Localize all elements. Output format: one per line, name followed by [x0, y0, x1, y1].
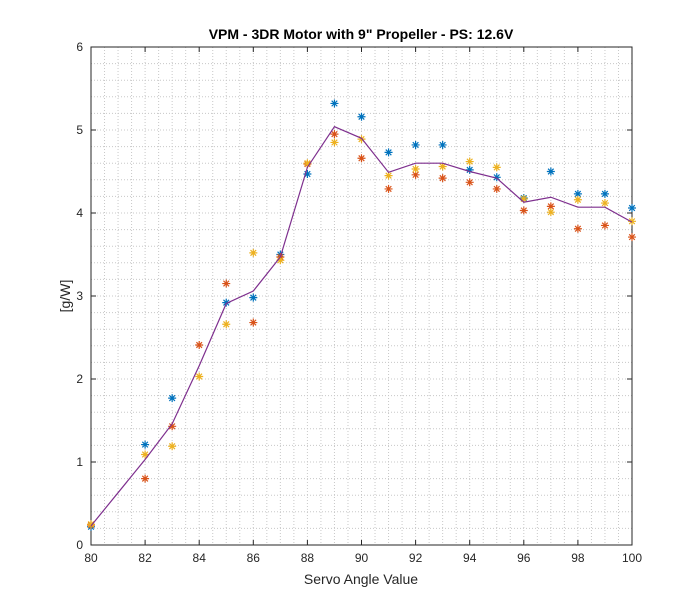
series-1-point: [330, 99, 339, 108]
x-tick-label: 90: [355, 551, 369, 565]
series-3-point: [303, 159, 312, 168]
series-3-point: [168, 442, 177, 451]
y-axis-label: [g/W]: [57, 280, 73, 313]
series-2-point: [573, 224, 582, 233]
x-tick-label: 98: [571, 551, 585, 565]
series-2-point: [357, 154, 366, 163]
data-series: [87, 99, 636, 531]
x-tick-label: 100: [622, 551, 642, 565]
series-3-point: [492, 163, 501, 172]
series-1-point: [357, 112, 366, 121]
series-3-point: [330, 138, 339, 147]
series-2-point: [141, 474, 150, 483]
x-tick-label: 88: [301, 551, 315, 565]
x-tick-label: 86: [247, 551, 261, 565]
y-tick-label: 2: [76, 372, 83, 386]
series-2-point: [168, 422, 177, 431]
series-1-point: [492, 173, 501, 182]
series-2-point: [492, 184, 501, 193]
series-1-point: [465, 165, 474, 174]
y-ticks: 0 1 2 3 4 5 6: [76, 40, 632, 552]
series-1-point: [438, 140, 447, 149]
x-ticks: 80 82 84 86 88 90 92 94 96 98 100: [84, 47, 642, 565]
series-3-point: [222, 320, 231, 329]
series-1-point: [546, 167, 555, 176]
series-1-point: [628, 204, 636, 213]
y-tick-label: 3: [76, 289, 83, 303]
x-tick-label: 96: [517, 551, 531, 565]
series-line: [90, 125, 633, 527]
series-2-point: [628, 233, 636, 242]
series-3-point: [519, 194, 528, 203]
series-1-point: [222, 298, 231, 307]
series-2-point: [384, 184, 393, 193]
series-3-point: [195, 372, 204, 381]
series-3-point: [87, 520, 95, 529]
series-3-point: [438, 162, 447, 171]
series-3-point: [573, 195, 582, 204]
minor-grid: [91, 47, 632, 545]
series-1-point: [168, 394, 177, 403]
series-2-point: [330, 130, 339, 139]
y-tick-label: 0: [76, 538, 83, 552]
series-2-point: [465, 178, 474, 187]
series-3-point: [465, 157, 474, 166]
series-3-point: [600, 199, 609, 208]
y-tick-label: 6: [76, 40, 83, 54]
x-tick-label: 84: [193, 551, 207, 565]
series-3-point: [384, 171, 393, 180]
series-1-point: [573, 189, 582, 198]
series-3-point: [141, 450, 150, 459]
series-2-point: [600, 221, 609, 230]
series-3-point: [276, 256, 285, 265]
chart-title: VPM - 3DR Motor with 9" Propeller - PS: …: [209, 26, 514, 42]
y-tick-label: 4: [76, 206, 83, 220]
series-2-point: [249, 318, 258, 327]
x-tick-label: 94: [463, 551, 477, 565]
series-2-point: [519, 206, 528, 215]
series-3-point: [546, 208, 555, 217]
series-2-point: [546, 202, 555, 211]
series-3-point: [628, 217, 636, 226]
x-tick-label: 92: [409, 551, 423, 565]
series-1-point: [384, 148, 393, 157]
series-2-point: [411, 170, 420, 179]
series-2-point: [195, 340, 204, 349]
x-tick-label: 80: [84, 551, 98, 565]
series-1-point: [411, 140, 420, 149]
series-1-point: [249, 293, 258, 302]
series-2-point: [438, 174, 447, 183]
series-2-point: [222, 279, 231, 288]
series-1-point: [141, 440, 150, 449]
y-tick-label: 5: [76, 123, 83, 137]
series-1-point: [303, 169, 312, 178]
series-3-point: [411, 165, 420, 174]
series-1-point: [600, 189, 609, 198]
x-tick-label: 82: [138, 551, 152, 565]
x-axis-label: Servo Angle Value: [304, 571, 418, 587]
series-3-point: [249, 248, 258, 257]
y-tick-label: 1: [76, 455, 83, 469]
